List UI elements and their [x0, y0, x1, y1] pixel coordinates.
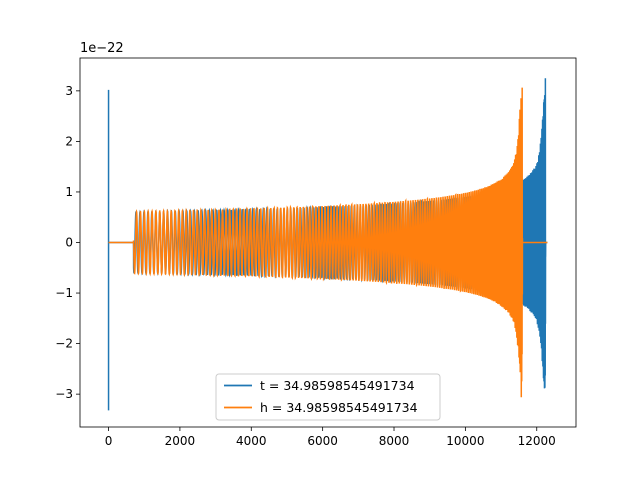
- x-tick-label: 12000: [518, 434, 556, 448]
- x-tick-label: 0: [105, 434, 113, 448]
- legend-label: t = 34.98598545491734: [260, 378, 415, 393]
- legend: t = 34.98598545491734 h = 34.985985454917…: [215, 373, 441, 421]
- series-line-h: [108, 87, 548, 398]
- y-tick-label: 2: [65, 134, 73, 148]
- y-tick-label: −1: [55, 286, 73, 300]
- x-tick-label: 2000: [165, 434, 196, 448]
- legend-box: [215, 373, 441, 421]
- x-tick-label: 6000: [307, 434, 338, 448]
- y-tick-label: 3: [65, 84, 73, 98]
- plot-area: [107, 78, 548, 411]
- x-tick-label: 4000: [236, 434, 267, 448]
- y-tick-label: 1: [65, 185, 73, 199]
- y-offset-label: 1e−22: [80, 41, 124, 56]
- x-tick-label: 8000: [379, 434, 410, 448]
- axes: 0 2000 4000 6000 8000 10000 12000 −3 −2 −1 0 1 2 3: [55, 57, 577, 448]
- y-tick-label: 0: [65, 236, 73, 250]
- y-tick-label: −2: [55, 337, 73, 351]
- y-tick-label: −3: [55, 387, 73, 401]
- legend-label: h = 34.98598545491734: [260, 400, 418, 415]
- x-tick-label: 10000: [446, 434, 484, 448]
